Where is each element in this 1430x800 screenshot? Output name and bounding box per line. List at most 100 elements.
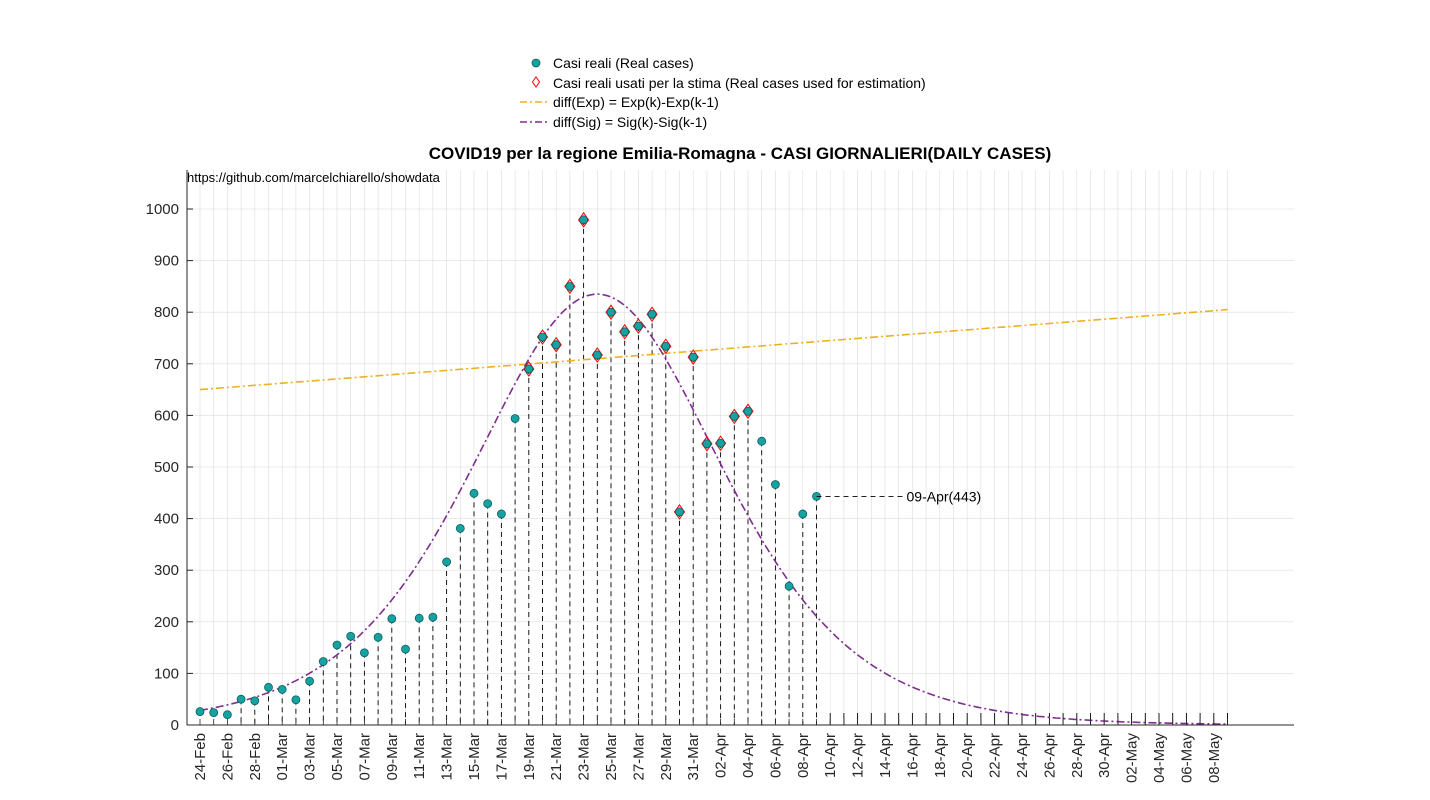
x-tick-label: 04-Apr	[740, 733, 757, 778]
source-note: https://github.com/marcelchiarello/showd…	[187, 170, 441, 185]
x-tick-label: 28-Feb	[247, 733, 264, 781]
real-point	[442, 557, 452, 567]
x-tick-label: 02-Apr	[713, 733, 730, 778]
real-point	[675, 507, 684, 517]
real-point	[195, 707, 205, 716]
y-tick-label: 0	[171, 717, 179, 734]
legend-exp-label: diff(Exp) = Exp(k)-Exp(k-1)	[553, 94, 719, 110]
x-tick-label: 07-Mar	[356, 733, 373, 781]
x-tick-label: 11-Mar	[411, 733, 428, 779]
real-point	[551, 340, 561, 350]
real-point	[716, 438, 725, 448]
x-tick-label: 26-Feb	[219, 733, 236, 781]
real-point	[798, 509, 808, 519]
grid	[187, 170, 1294, 726]
x-tick-label: 06-May	[1178, 733, 1195, 784]
x-tick-label: 19-Mar	[521, 733, 538, 781]
real-point	[277, 684, 287, 694]
real-point	[771, 480, 780, 489]
real-point	[743, 406, 753, 416]
x-tick-label: 25-Mar	[603, 733, 620, 781]
real-point	[414, 613, 424, 623]
real-point	[236, 694, 246, 704]
real-point	[291, 695, 301, 705]
x-tick-label: 15-Mar	[466, 733, 483, 781]
x-tick-label: 18-Apr	[932, 733, 949, 778]
y-tick-label: 500	[154, 459, 179, 476]
x-tick-label: 16-Apr	[904, 733, 921, 778]
y-tick-label: 1000	[146, 201, 179, 218]
real-point	[565, 281, 575, 291]
x-tick-label: 24-Apr	[1014, 733, 1031, 778]
real-point	[264, 682, 273, 692]
x-tick-label: 27-Mar	[630, 733, 647, 781]
x-tick-label: 05-Mar	[329, 733, 346, 781]
real-point	[729, 412, 739, 421]
x-tick-label: 09-Mar	[384, 733, 401, 781]
real-point	[579, 215, 588, 225]
real-point	[606, 307, 616, 317]
y-tick-label: 600	[154, 407, 179, 424]
x-tick-label: 29-Mar	[658, 733, 675, 781]
x-tick-label: 23-Mar	[576, 733, 593, 781]
y-tick-label: 200	[154, 614, 179, 631]
real-point	[702, 439, 712, 449]
y-tick-label: 100	[154, 665, 179, 682]
sig-curve-line	[199, 293, 1228, 725]
x-tick-label: 08-Apr	[795, 733, 812, 778]
legend-sig-label: diff(Sig) = Sig(k)-Sig(k-1)	[553, 114, 707, 130]
real-point	[757, 436, 767, 446]
x-tick-label: 24-Feb	[192, 733, 209, 781]
x-tick-label: 14-Apr	[877, 733, 894, 778]
real-point	[634, 321, 643, 331]
sig-curve	[199, 293, 1228, 725]
x-tick-label: 22-Apr	[987, 733, 1004, 778]
y-tick-label: 800	[154, 304, 179, 321]
real-point	[428, 612, 438, 622]
x-tick-label: 26-Apr	[1041, 733, 1058, 778]
x-tick-label: 13-Mar	[439, 733, 456, 781]
x-tick-label: 12-Apr	[850, 733, 867, 778]
real-point	[455, 524, 465, 533]
real-point	[688, 352, 698, 362]
real-point	[510, 414, 520, 423]
real-point	[222, 710, 232, 720]
real-point	[359, 648, 369, 658]
y-tick-label: 700	[154, 356, 179, 373]
x-tick-label: 30-Apr	[1096, 733, 1113, 778]
y-tick-labels: 0 100 200 300 400 500 600 700 800 900 1000	[146, 201, 179, 734]
real-point	[538, 332, 547, 342]
real-point	[332, 640, 342, 650]
real-point	[318, 657, 328, 666]
real-point	[784, 581, 794, 591]
real-point	[250, 696, 260, 706]
x-tick-label: 08-May	[1206, 733, 1223, 784]
x-tick-label: 10-Apr	[822, 733, 839, 778]
axes	[186, 170, 1294, 726]
real-point	[346, 631, 356, 641]
x-tick-label: 01-Mar	[274, 733, 291, 781]
real-point	[592, 350, 602, 360]
x-tick-label: 20-Apr	[959, 733, 976, 778]
real-point	[483, 499, 493, 509]
x-tick-label: 02-May	[1124, 733, 1141, 784]
annotation-label: 09-Apr(443)	[907, 488, 982, 504]
data-points	[195, 211, 821, 720]
chart-title: COVID19 per la regione Emilia-Romagna - …	[429, 144, 1052, 163]
real-point	[209, 708, 219, 718]
real-point	[401, 644, 410, 654]
x-tick-label: 03-Mar	[302, 733, 319, 781]
real-point	[387, 614, 397, 624]
real-point	[647, 309, 657, 319]
x-tick-label: 21-Mar	[548, 733, 565, 781]
legend: Casi reali (Real cases) Casi reali usati…	[520, 55, 926, 130]
y-tick-label: 900	[154, 253, 179, 270]
x-tick-label: 28-Apr	[1069, 733, 1086, 778]
legend-used-marker	[531, 76, 541, 88]
legend-used-label: Casi reali usati per la stima (Real case…	[553, 75, 926, 91]
real-point	[305, 676, 315, 686]
x-tick-label: 17-Mar	[493, 733, 510, 781]
annotations: 09-Apr(443)	[816, 488, 982, 504]
exp-curve	[199, 308, 1228, 391]
